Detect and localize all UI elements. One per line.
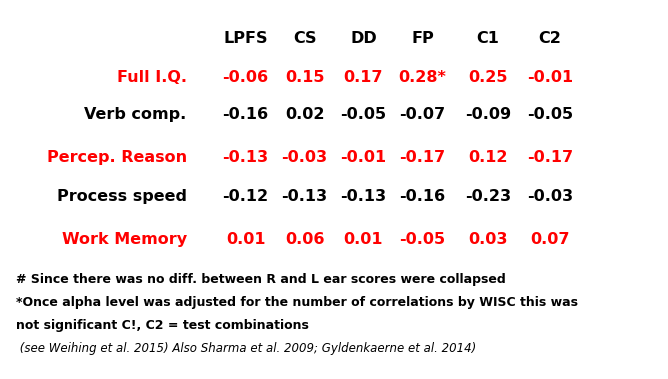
Text: not significant C!, C2 = test combinations: not significant C!, C2 = test combinatio…: [17, 319, 309, 332]
Text: 0.02: 0.02: [285, 107, 324, 122]
Text: -0.17: -0.17: [399, 150, 446, 164]
Text: 0.15: 0.15: [285, 70, 324, 86]
Text: Full I.Q.: Full I.Q.: [117, 70, 187, 86]
Text: 0.28*: 0.28*: [398, 70, 446, 86]
Text: # Since there was no diff. between R and L ear scores were collapsed: # Since there was no diff. between R and…: [17, 273, 506, 286]
Text: -0.09: -0.09: [465, 107, 511, 122]
Text: -0.03: -0.03: [281, 150, 327, 164]
Text: -0.01: -0.01: [341, 150, 387, 164]
Text: -0.01: -0.01: [527, 70, 573, 86]
Text: 0.12: 0.12: [468, 150, 508, 164]
Text: 0.17: 0.17: [344, 70, 383, 86]
Text: -0.17: -0.17: [527, 150, 573, 164]
Text: C2: C2: [538, 31, 562, 46]
Text: 0.06: 0.06: [285, 232, 324, 247]
Text: -0.13: -0.13: [341, 189, 387, 204]
Text: 0.01: 0.01: [344, 232, 383, 247]
Text: -0.13: -0.13: [281, 189, 327, 204]
Text: -0.05: -0.05: [527, 107, 573, 122]
Text: -0.13: -0.13: [222, 150, 269, 164]
Text: *Once alpha level was adjusted for the number of correlations by WISC this was: *Once alpha level was adjusted for the n…: [17, 296, 578, 309]
Text: DD: DD: [350, 31, 377, 46]
Text: 0.07: 0.07: [530, 232, 570, 247]
Text: Percep. Reason: Percep. Reason: [47, 150, 187, 164]
Text: -0.23: -0.23: [465, 189, 511, 204]
Text: -0.06: -0.06: [222, 70, 269, 86]
Text: 0.03: 0.03: [468, 232, 508, 247]
Text: Process speed: Process speed: [57, 189, 187, 204]
Text: CS: CS: [293, 31, 316, 46]
Text: Verb comp.: Verb comp.: [84, 107, 187, 122]
Text: -0.05: -0.05: [341, 107, 387, 122]
Text: (see Weihing et al. 2015) Also Sharma et al. 2009; Gyldenkaerne et al. 2014): (see Weihing et al. 2015) Also Sharma et…: [17, 342, 477, 355]
Text: 0.01: 0.01: [226, 232, 265, 247]
Text: LPFS: LPFS: [223, 31, 268, 46]
Text: -0.16: -0.16: [399, 189, 446, 204]
Text: -0.03: -0.03: [527, 189, 573, 204]
Text: Work Memory: Work Memory: [61, 232, 187, 247]
Text: -0.16: -0.16: [222, 107, 269, 122]
Text: 0.25: 0.25: [468, 70, 508, 86]
Text: -0.07: -0.07: [399, 107, 446, 122]
Text: FP: FP: [411, 31, 434, 46]
Text: -0.12: -0.12: [222, 189, 269, 204]
Text: C1: C1: [476, 31, 499, 46]
Text: -0.05: -0.05: [399, 232, 446, 247]
